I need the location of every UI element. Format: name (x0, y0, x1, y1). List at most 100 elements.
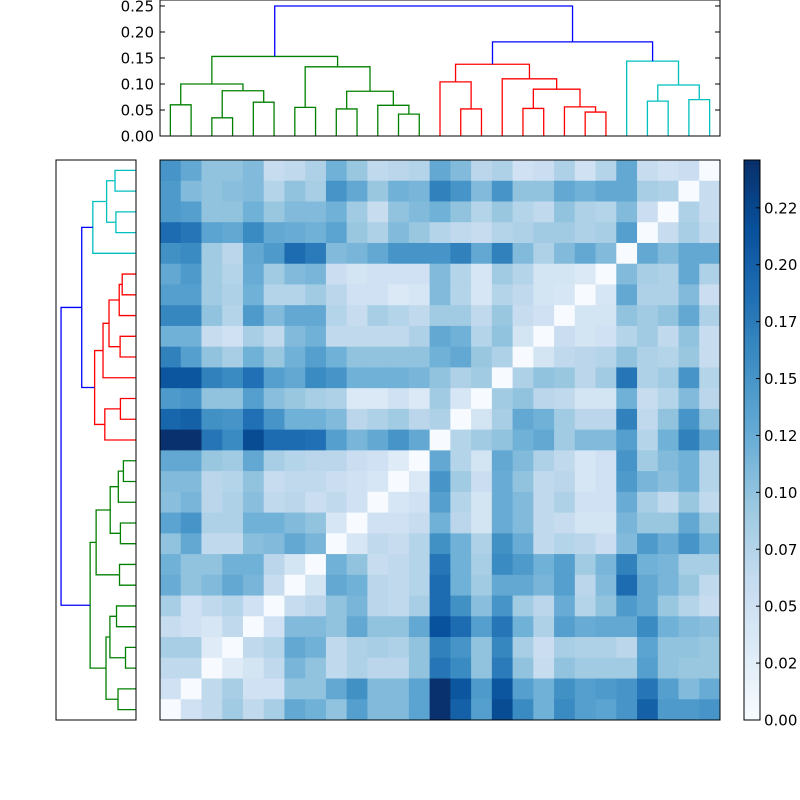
heatmap-cell (657, 574, 680, 597)
heatmap-cell (657, 325, 680, 348)
colorbar-segment (744, 280, 760, 285)
heatmap-cell (574, 554, 597, 576)
heatmap-cell (699, 242, 721, 265)
heatmap-cell (346, 367, 368, 389)
heatmap-cell (305, 678, 327, 700)
heatmap-cell (242, 699, 265, 721)
left-dendrogram-link (105, 180, 116, 223)
heatmap-cell (450, 180, 472, 202)
heatmap-cell (180, 180, 202, 202)
colorbar-segment (744, 168, 760, 173)
heatmap-cell (180, 346, 202, 368)
colorbar-segment (744, 160, 760, 165)
heatmap-cell (657, 429, 680, 451)
heatmap-cell (491, 305, 514, 327)
heatmap-cell (180, 263, 202, 285)
heatmap-cell (222, 346, 244, 368)
heatmap-cell (346, 491, 368, 514)
colorbar-segment (744, 604, 760, 609)
heatmap-cell (429, 242, 451, 265)
colorbar-segment (744, 712, 760, 717)
heatmap-cell (429, 678, 451, 700)
colorbar-segment (744, 348, 760, 353)
heatmap-cell (242, 263, 265, 285)
heatmap-cell (325, 657, 348, 680)
heatmap-cell (284, 471, 306, 493)
heatmap-cell (305, 325, 327, 348)
colorbar-segment (744, 544, 760, 549)
heatmap-cell (554, 160, 576, 182)
heatmap-cell (491, 346, 514, 368)
heatmap-cell (263, 678, 285, 700)
heatmap-cell (699, 699, 721, 721)
heatmap-cell (512, 201, 534, 223)
heatmap-cell (388, 429, 410, 451)
colorbar-segment (744, 292, 760, 297)
heatmap-cell (491, 699, 514, 721)
colorbar-segment (744, 664, 760, 669)
heatmap-cell (450, 305, 472, 327)
heatmap-cell (367, 367, 389, 389)
heatmap-cell (263, 512, 285, 534)
heatmap-cell (512, 325, 534, 348)
heatmap-cell (574, 201, 597, 223)
heatmap-cell (408, 595, 431, 617)
heatmap-cell (263, 180, 285, 202)
heatmap-cell (554, 657, 576, 680)
colorbar-segment (744, 384, 760, 389)
colorbar-segment (744, 612, 760, 617)
heatmap-cell (595, 533, 617, 555)
heatmap-cell (429, 595, 451, 617)
heatmap-cell (160, 388, 182, 410)
heatmap-cell (367, 574, 389, 597)
heatmap-cell (595, 325, 617, 348)
heatmap-cell (222, 616, 244, 638)
heatmap-cell (450, 471, 472, 493)
heatmap-cell (408, 699, 431, 721)
colorbar-segment (744, 504, 760, 509)
heatmap-cell (616, 388, 638, 410)
heatmap-cell (408, 678, 431, 700)
heatmap-cell (471, 346, 493, 368)
heatmap-cell (657, 408, 680, 431)
heatmap-cell (388, 346, 410, 368)
heatmap-cell (263, 699, 285, 721)
heatmap-cell (471, 160, 493, 182)
colorbar-segment (744, 636, 760, 641)
colorbar-segment (744, 188, 760, 193)
heatmap-cell (657, 263, 680, 285)
heatmap-cell (367, 201, 389, 223)
colorbar-segment (744, 256, 760, 261)
left-dendrogram-link (93, 349, 105, 426)
colorbar-segment (744, 524, 760, 529)
heatmap-cell (325, 263, 348, 285)
heatmap-cell (616, 699, 638, 721)
colorbar-segment (744, 684, 760, 689)
heatmap-cell (222, 367, 244, 389)
heatmap-cell (160, 325, 182, 348)
heatmap-cell (367, 471, 389, 493)
heatmap-cell (471, 388, 493, 410)
heatmap-cell (222, 471, 244, 493)
heatmap-cell (408, 471, 431, 493)
colorbar-segment (744, 360, 760, 365)
heatmap-cell (616, 678, 638, 700)
heatmap-cell (325, 616, 348, 638)
heatmap-cell (699, 346, 721, 368)
y-tick-label: 0.25 (121, 0, 154, 15)
heatmap-cell (491, 388, 514, 410)
heatmap-cell (491, 471, 514, 493)
colorbar-segment (744, 672, 760, 677)
colorbar-segment (744, 328, 760, 333)
heatmap-cell (637, 284, 659, 306)
y-tick-label: 0.00 (121, 128, 154, 146)
heatmap-cell (616, 616, 638, 638)
heatmap-cell (616, 491, 638, 514)
heatmap-cell (367, 242, 389, 265)
heatmap-cell (160, 429, 182, 451)
heatmap-cell (574, 699, 597, 721)
heatmap-cell (160, 450, 182, 472)
heatmap-cell (367, 595, 389, 617)
heatmap-cell (222, 160, 244, 182)
heatmap-cell (678, 408, 700, 431)
